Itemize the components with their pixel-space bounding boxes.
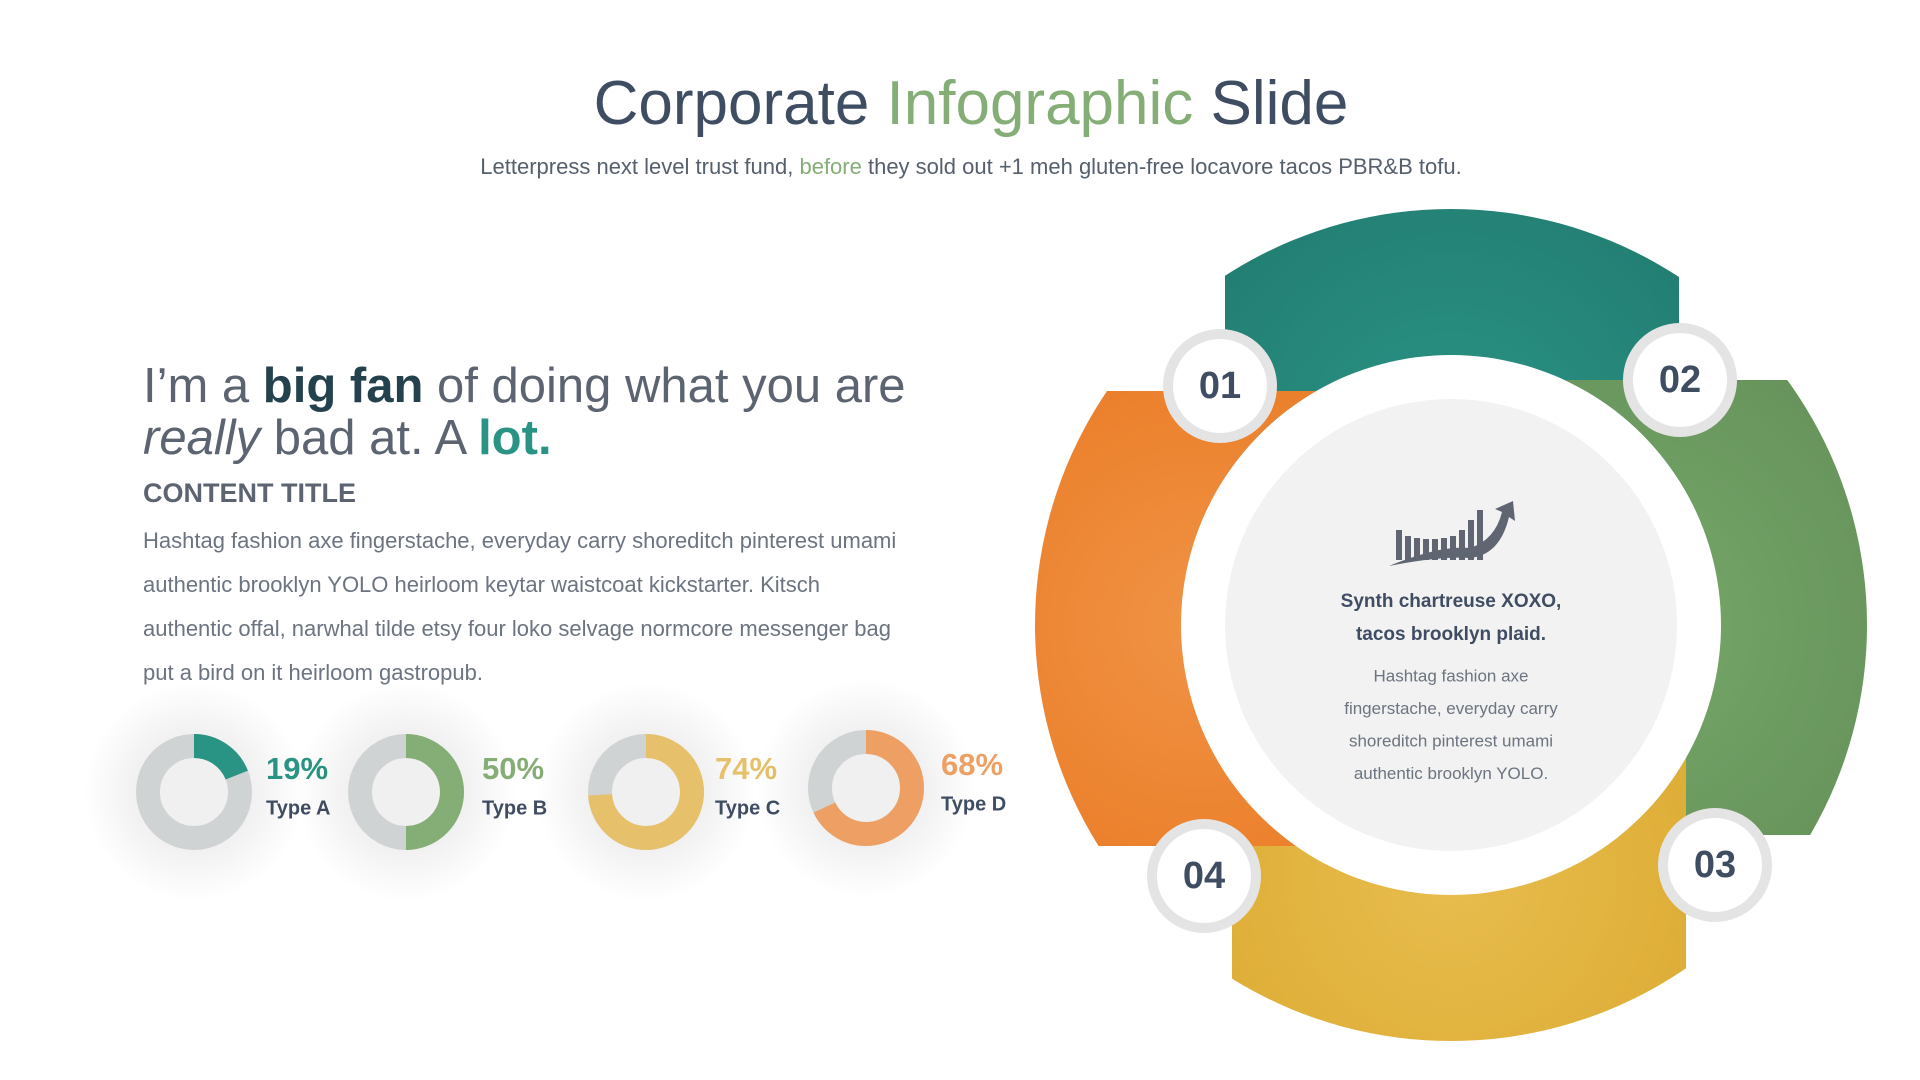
donut-label: Type D	[941, 793, 1006, 815]
donut-glow	[536, 682, 756, 902]
donut-label: Type B	[482, 797, 547, 819]
body-line: put a bird on it heirloom gastropub.	[143, 660, 483, 685]
body-line: Hashtag fashion axe fingerstache, everyd…	[143, 528, 897, 553]
text-run: Infographic	[886, 69, 1194, 138]
text-run: lot	[478, 411, 538, 465]
step-badge-inner	[1173, 339, 1267, 433]
text-run: bad at. A	[260, 411, 479, 465]
segment	[1225, 209, 1679, 625]
segment	[1035, 391, 1451, 846]
text-run: I’m a	[143, 359, 263, 413]
body-line: authentic brooklyn YOLO heirloom keytar …	[143, 572, 820, 597]
text-run: big fan	[262, 359, 424, 413]
segment	[1232, 625, 1686, 1041]
donut-arc	[808, 730, 924, 846]
donut-glow	[296, 682, 516, 902]
step-number: 04	[1183, 855, 1225, 897]
text-run: Slide	[1193, 69, 1349, 138]
text-run: really	[143, 411, 261, 465]
center-title: Synth chartreuse XOXO,	[1341, 591, 1562, 612]
center-text: shoreditch pinterest umami	[1349, 731, 1553, 750]
body-line: authentic offal, narwhal tilde etsy four…	[143, 616, 892, 641]
center-text: authentic brooklyn YOLO.	[1354, 764, 1548, 783]
subtitle: Letterpress next level trust fund, befor…	[0, 154, 1920, 180]
text-run: before	[799, 154, 862, 179]
donut-arc	[588, 734, 704, 850]
step-badge-inner	[1668, 818, 1762, 912]
text-run: Corporate	[593, 69, 887, 138]
cycle-diagram	[1035, 209, 1867, 1041]
center-text: Hashtag fashion axe	[1374, 666, 1529, 685]
text-run: Letterpress next level trust fund,	[480, 154, 800, 179]
text-run: they sold out +1 meh gluten-free locavor…	[861, 154, 1462, 179]
content-title: CONTENT TITLE	[143, 478, 356, 508]
donut-value: 68%	[941, 747, 1003, 782]
donut-glow	[84, 682, 304, 902]
step-number: 03	[1694, 844, 1736, 886]
center-circle	[1225, 399, 1677, 851]
segment	[1451, 380, 1867, 835]
donut-arc	[348, 734, 464, 850]
donut-glow	[756, 678, 976, 898]
growth-icon	[1389, 501, 1515, 566]
center-text: fingerstache, everyday carry	[1344, 699, 1558, 718]
text-run: .	[537, 411, 552, 465]
step-number: 01	[1199, 365, 1241, 407]
step-number: 02	[1659, 359, 1701, 401]
donut-value: 50%	[482, 751, 544, 786]
headline: really bad at. A lot.	[143, 410, 552, 466]
center-title: tacos brooklyn plaid.	[1356, 624, 1546, 645]
text-run: of doing what you are	[423, 359, 906, 413]
title: Corporate Infographic Slide	[0, 68, 1920, 139]
step-badge-inner	[1633, 333, 1727, 427]
step-badge-inner	[1157, 829, 1251, 923]
headline: I’m a big fan of doing what you are	[143, 358, 906, 414]
donut-arc	[136, 734, 252, 850]
